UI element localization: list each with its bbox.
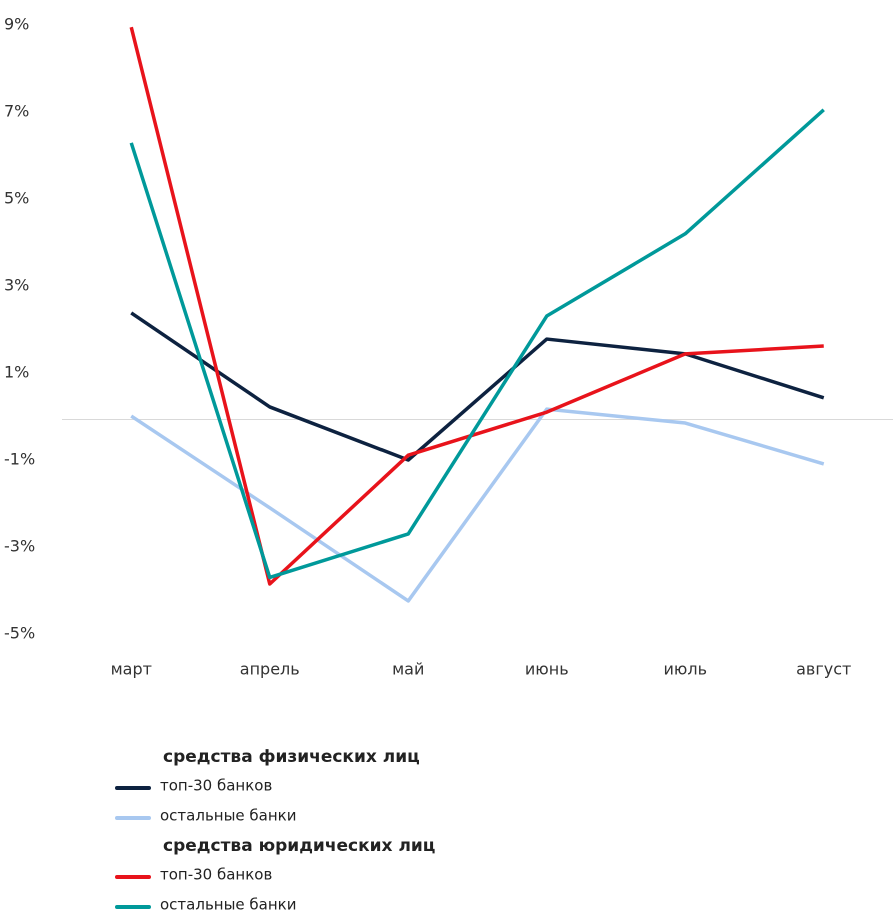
x-tick-label: июнь	[525, 660, 569, 679]
x-tick-label: июль	[663, 660, 707, 679]
legend-label: остальные банки	[160, 807, 297, 825]
y-tick-label: -3%	[4, 537, 35, 556]
series-line	[129, 26, 824, 586]
legend-label: остальные банки	[160, 896, 297, 914]
x-tick-label: март	[111, 660, 152, 679]
x-tick-label: май	[392, 660, 424, 679]
series-line	[130, 311, 825, 462]
legend-label: топ-30 банков	[160, 866, 272, 884]
legend-group-title: средства физических лиц	[163, 747, 420, 767]
y-tick-label: -5%	[4, 624, 35, 643]
y-tick-label: 1%	[4, 363, 29, 382]
y-tick-label: 9%	[4, 15, 29, 34]
x-tick-label: август	[796, 660, 851, 679]
series-line	[129, 108, 825, 580]
legend-group-title: средства юридических лиц	[163, 836, 435, 856]
y-tick-label: -1%	[4, 450, 35, 469]
x-tick-label: апрель	[240, 660, 300, 679]
legend-label: топ-30 банков	[160, 777, 272, 795]
y-tick-label: 3%	[4, 276, 29, 295]
y-tick-label: 7%	[4, 102, 29, 121]
y-tick-label: 5%	[4, 189, 29, 208]
